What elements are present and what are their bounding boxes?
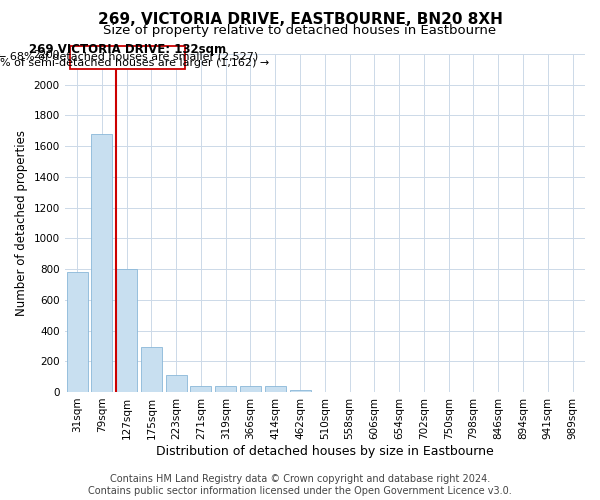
Bar [215,386,236,392]
Bar [240,386,261,392]
Text: 269, VICTORIA DRIVE, EASTBOURNE, BN20 8XH: 269, VICTORIA DRIVE, EASTBOURNE, BN20 8X… [98,12,502,28]
Text: Size of property relative to detached houses in Eastbourne: Size of property relative to detached ho… [103,24,497,37]
Text: Contains HM Land Registry data © Crown copyright and database right 2024.
Contai: Contains HM Land Registry data © Crown c… [88,474,512,496]
Bar [116,269,137,392]
X-axis label: Distribution of detached houses by size in Eastbourne: Distribution of detached houses by size … [156,444,494,458]
Bar [265,386,286,392]
Y-axis label: Number of detached properties: Number of detached properties [15,130,28,316]
Bar [190,386,211,392]
Bar [166,375,187,392]
Bar [141,346,162,392]
Bar [67,272,88,392]
Text: 31% of semi-detached houses are larger (1,162) →: 31% of semi-detached houses are larger (… [0,58,269,68]
Bar [290,390,311,392]
Text: 269 VICTORIA DRIVE: 132sqm: 269 VICTORIA DRIVE: 132sqm [29,43,226,56]
Bar [91,134,112,392]
Text: ← 68% of detached houses are smaller (2,527): ← 68% of detached houses are smaller (2,… [0,52,258,62]
